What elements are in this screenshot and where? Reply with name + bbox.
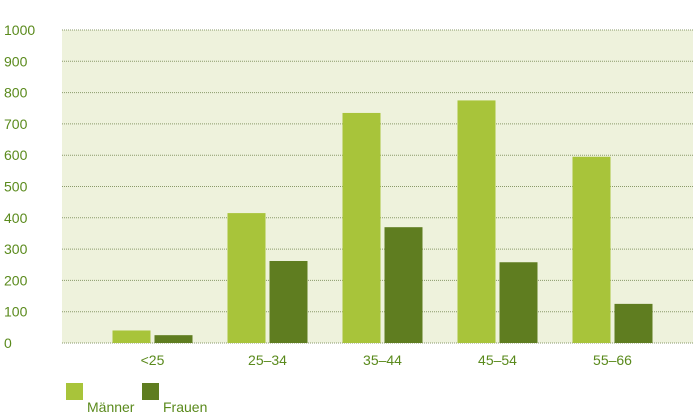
y-tick-label: 500 — [4, 179, 28, 195]
bar-maenner-2 — [342, 112, 381, 343]
x-tick-label: 55–66 — [593, 352, 632, 368]
x-axis-tick-labels: <25 25–34 35–44 45–54 55–66 — [141, 352, 633, 368]
bar-maenner-3 — [457, 100, 496, 343]
x-tick-label: 45–54 — [478, 352, 517, 368]
y-axis-tick-labels: 0 100 200 300 400 500 600 700 800 900 1000 — [4, 22, 35, 351]
y-tick-label: 700 — [4, 116, 28, 132]
bar-maenner-4 — [572, 156, 611, 343]
bar-frauen-2 — [384, 227, 423, 343]
legend-swatch-maenner — [66, 383, 83, 400]
bar-frauen-3 — [499, 262, 538, 343]
y-tick-label: 400 — [4, 210, 28, 226]
y-tick-label: 1000 — [4, 22, 35, 38]
bars — [112, 100, 653, 343]
bar-frauen-0 — [154, 335, 193, 343]
legend-label-frauen: Frauen — [163, 399, 207, 412]
x-tick-label: 35–44 — [363, 352, 402, 368]
y-tick-label: 800 — [4, 85, 28, 101]
bar-maenner-0 — [112, 330, 151, 343]
y-tick-label: 600 — [4, 147, 28, 163]
x-tick-label: <25 — [141, 352, 165, 368]
bar-frauen-1 — [269, 260, 308, 343]
x-tick-label: 25–34 — [248, 352, 287, 368]
y-tick-label: 100 — [4, 304, 28, 320]
bar-frauen-4 — [614, 303, 653, 343]
y-tick-label: 300 — [4, 241, 28, 257]
legend-swatch-frauen — [142, 383, 159, 400]
y-tick-label: 900 — [4, 53, 28, 69]
bar-maenner-1 — [227, 213, 266, 343]
legend: Männer Frauen — [66, 383, 207, 412]
y-tick-label: 200 — [4, 272, 28, 288]
y-tick-label: 0 — [4, 335, 12, 351]
legend-label-maenner: Männer — [87, 399, 135, 412]
